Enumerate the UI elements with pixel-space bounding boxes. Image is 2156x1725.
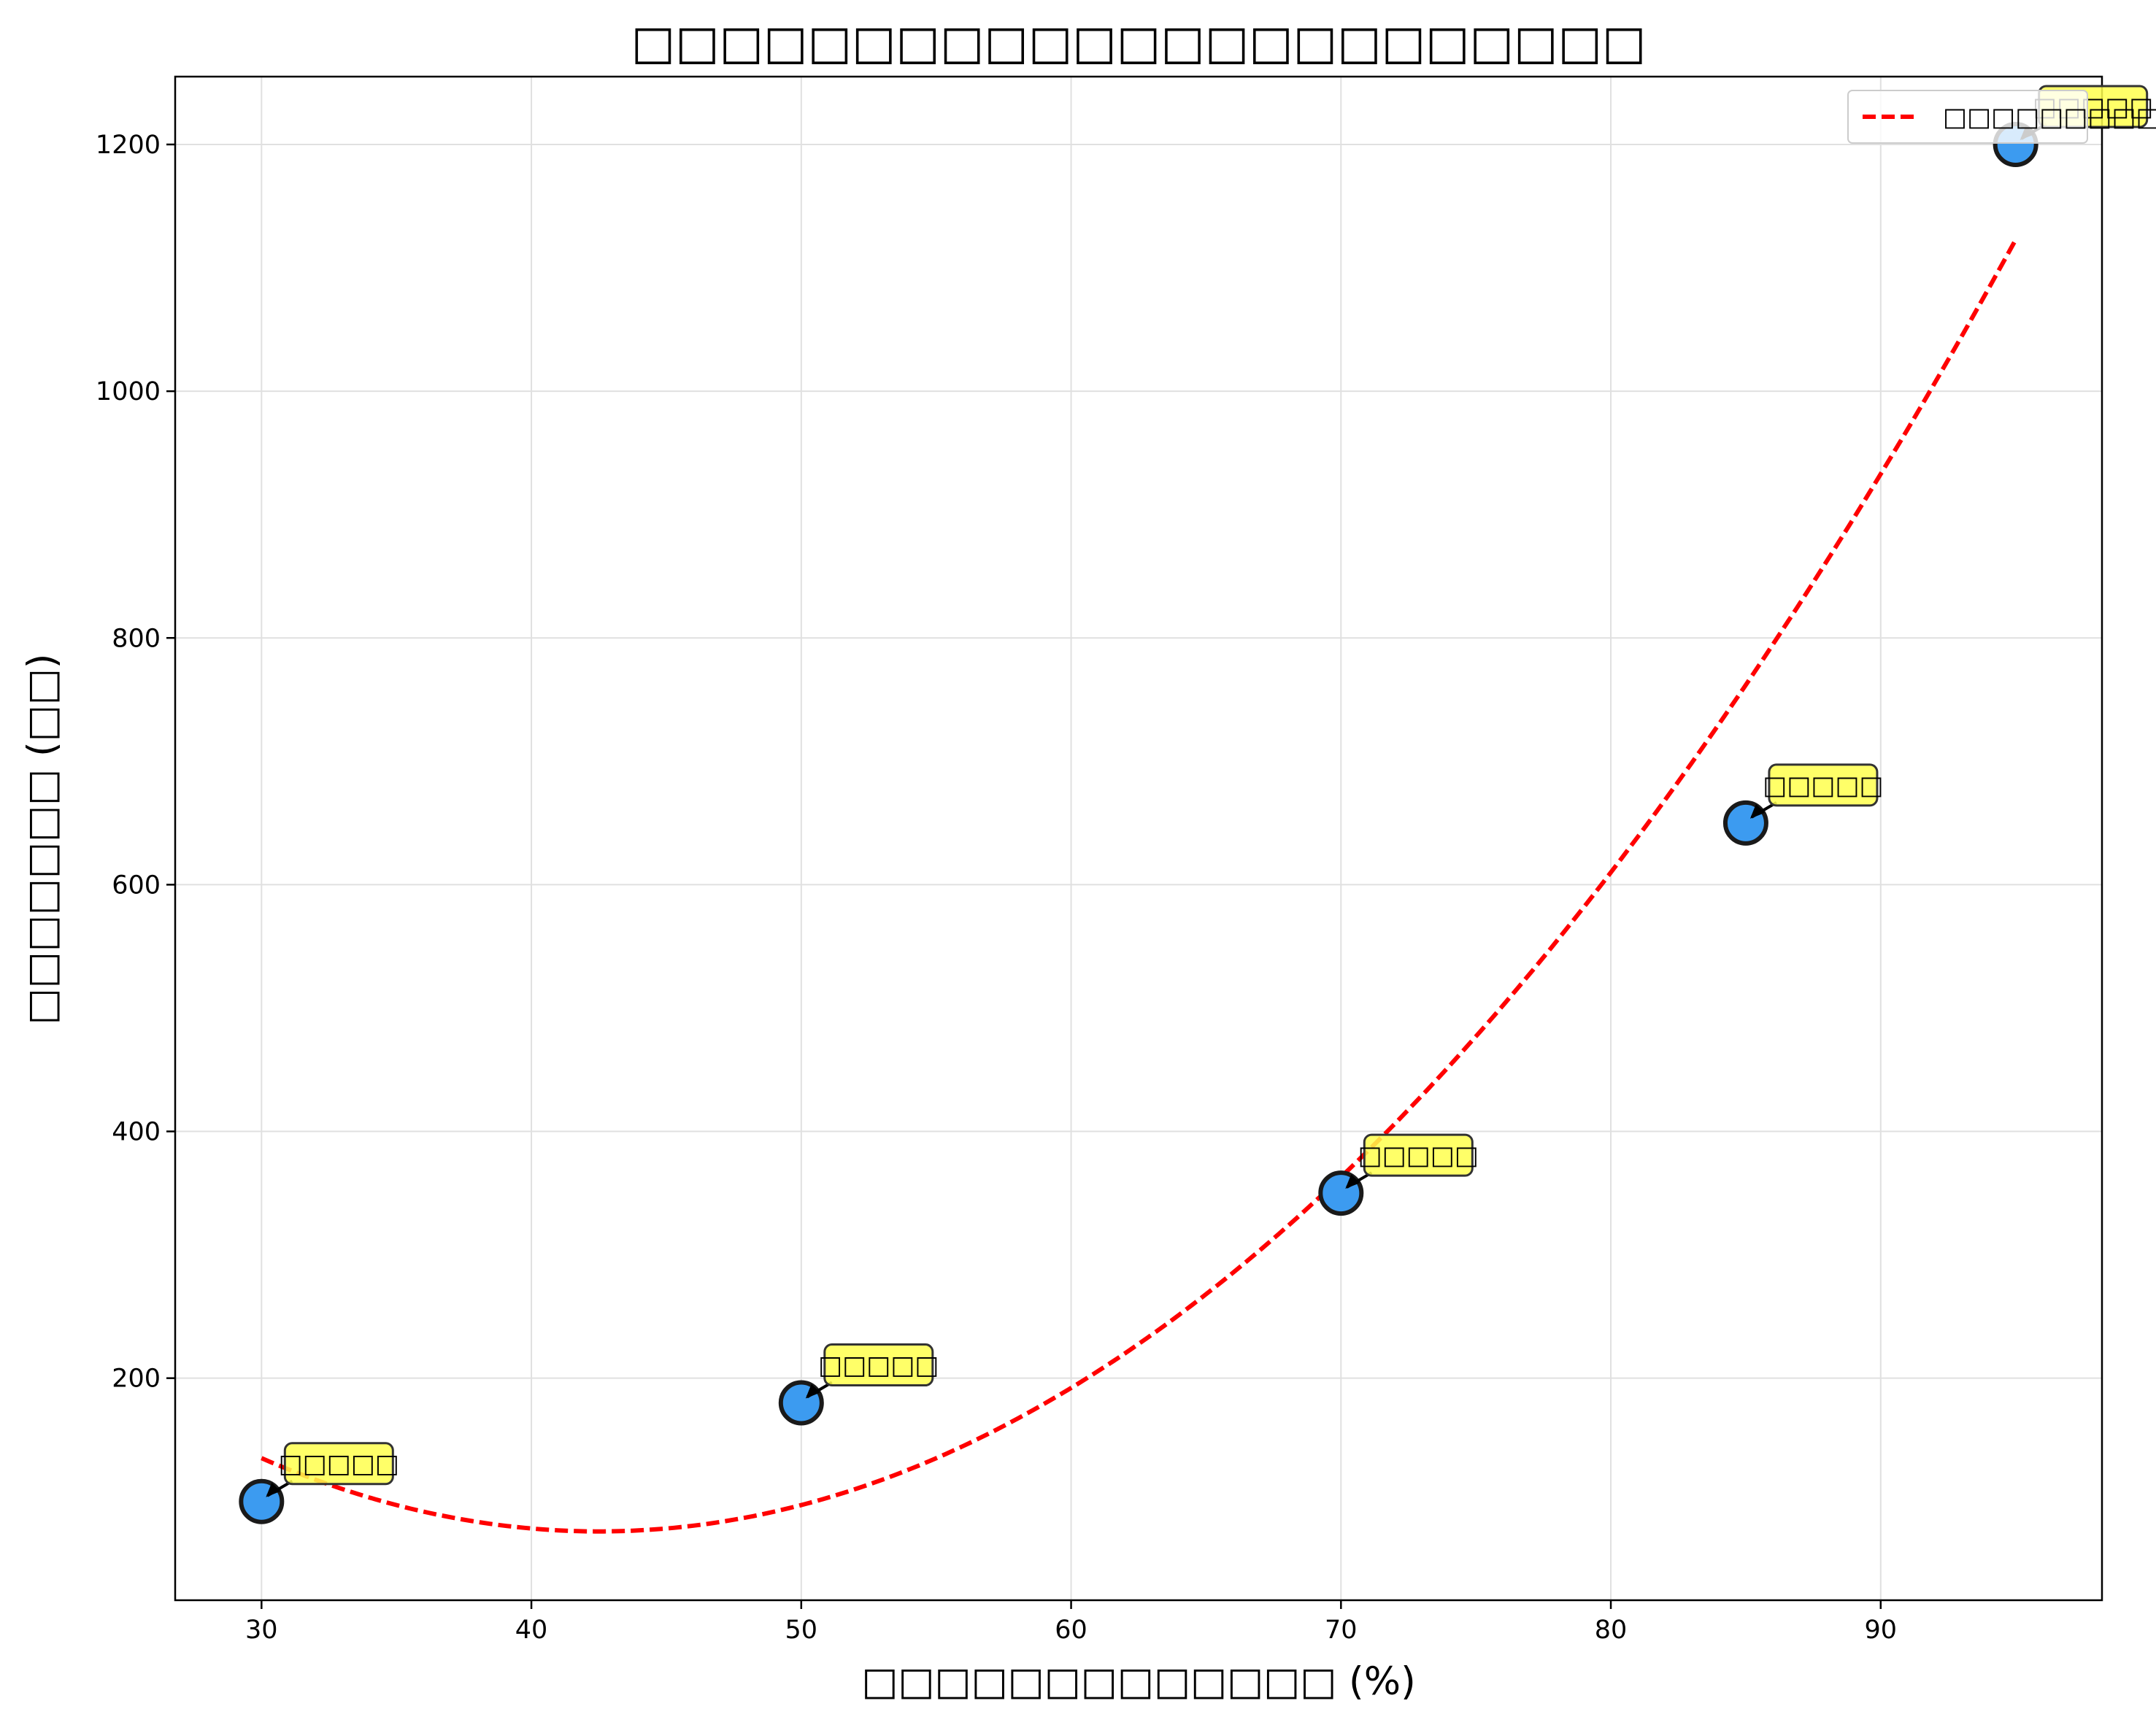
annotation-box [1768,763,1879,807]
y-tick-label: 600 [112,871,161,900]
y-tick-label: 800 [112,624,161,653]
annotation-label: □□□□□ [818,1351,939,1380]
legend: □□□□□□□□□ [1847,90,2156,144]
plot-frame [174,75,2103,1602]
legend-label: □□□□□□□□□ [1943,103,2156,132]
y-axis-title: □□□□□□□ (□□) [20,654,64,1025]
x-tick-label: 80 [1595,1616,1628,1645]
y-tick-label: 200 [112,1365,161,1394]
chart-title: □□□□□□□□□□□□□□□□□□□□□□□ [631,16,1647,70]
y-tick-label: 1000 [96,377,161,406]
annotation-box [283,1442,394,1486]
x-tick-label: 60 [1055,1616,1087,1645]
annotation-box [1363,1133,1474,1177]
annotations: □□□□□□□□□□□□□□□□□□□□□□□□□ [266,85,2153,1497]
x-tick-label: 70 [1325,1616,1358,1645]
x-tick-label: 40 [515,1616,548,1645]
annotation-arrowhead [266,1482,281,1497]
annotation-label: □□□□□ [1358,1141,1479,1170]
x-axis-title: □□□□□□□□□□□□□ (%) [861,1659,1416,1704]
annotation-label: □□□□□ [1763,771,1883,800]
grid [175,77,2102,1600]
x-tick-label: 30 [245,1616,278,1645]
trend-line [261,239,2018,1534]
annotation-arrowhead [1345,1174,1360,1189]
legend-box [1847,90,2088,144]
y-tick-label: 400 [112,1118,161,1147]
y-tick-label: 1200 [96,131,161,160]
x-tick-label: 50 [785,1616,818,1645]
annotation-box [823,1343,934,1386]
axis-ticks: 30 40 50 60 70 80 90 200 400 600 800 1000 1200 [96,131,1897,1645]
annotation-arrowhead [805,1384,820,1399]
annotation-label: □□□□□ [279,1450,399,1479]
annotation-arrowhead [1749,803,1765,819]
x-tick-label: 90 [1865,1616,1898,1645]
trend-layer [261,239,2018,1534]
